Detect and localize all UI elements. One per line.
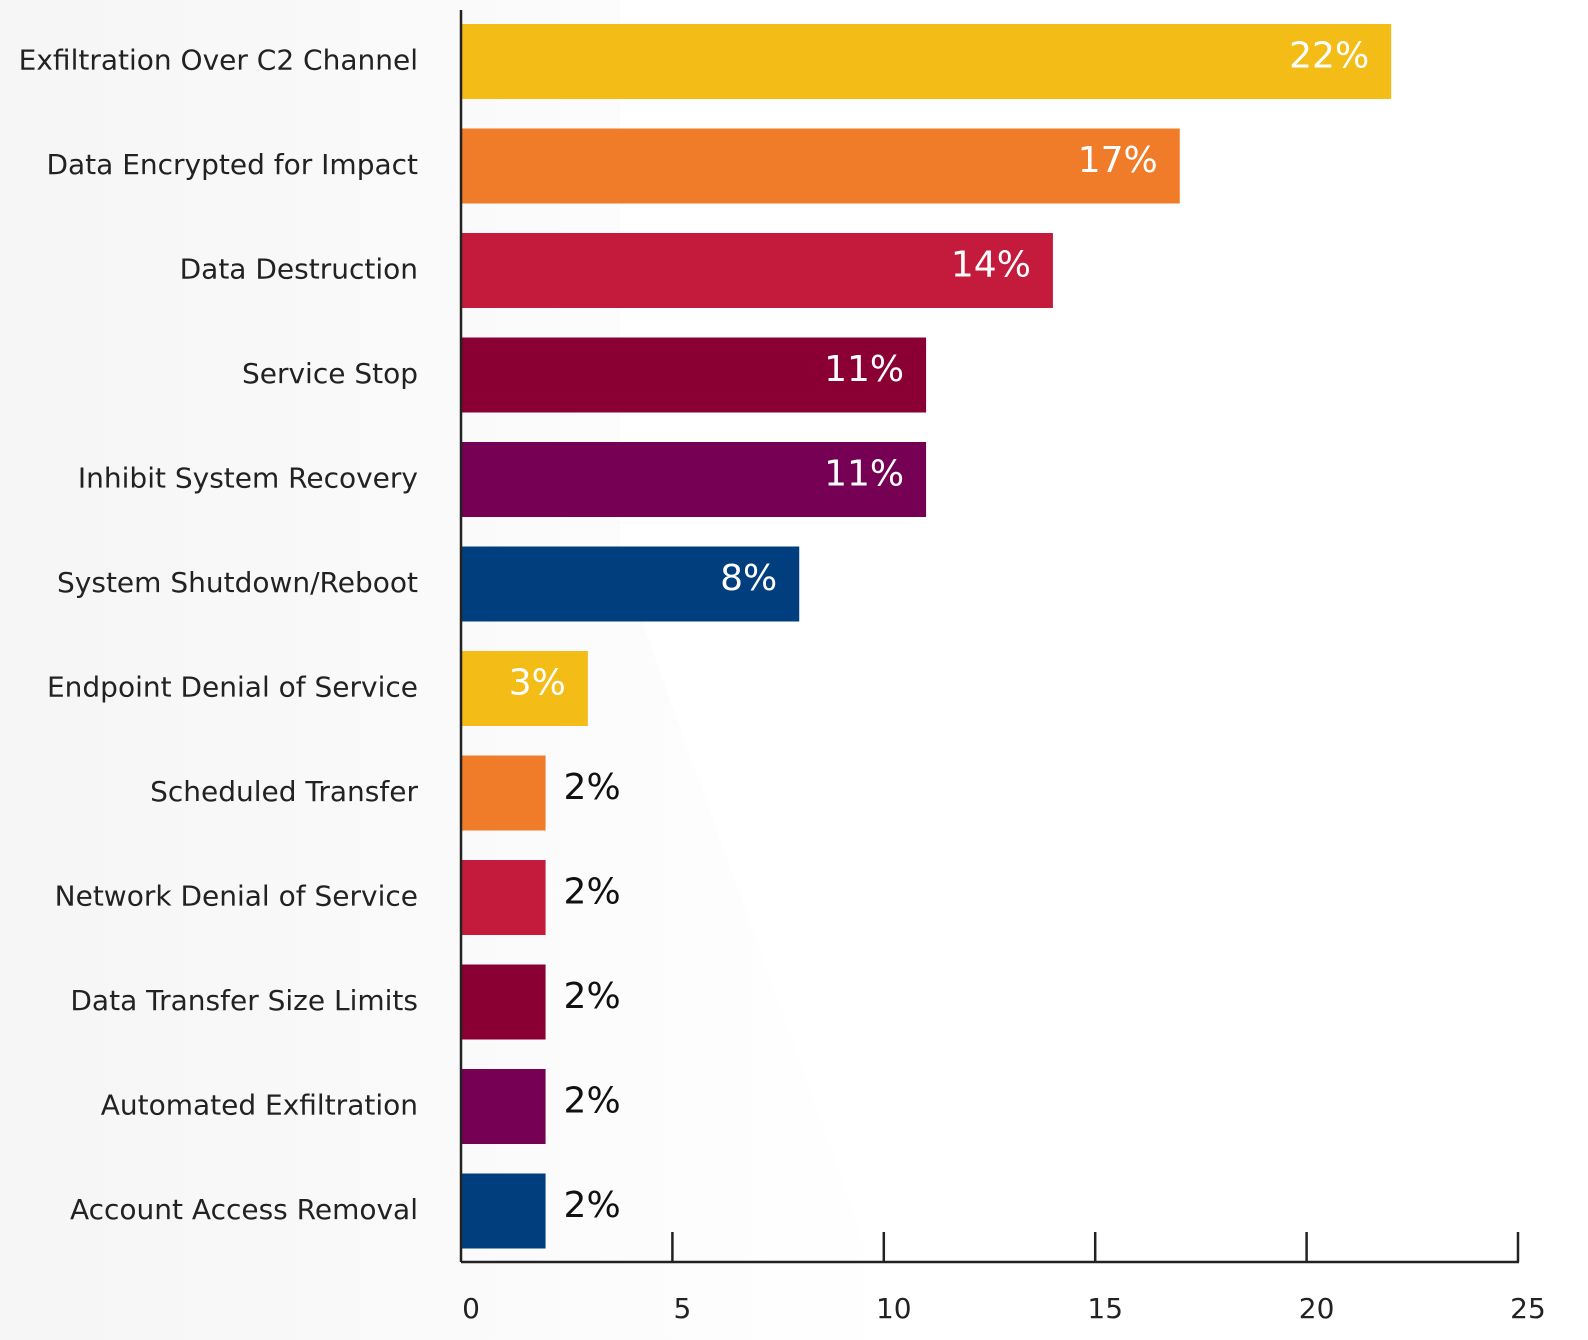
value-label: 14% <box>951 245 1031 286</box>
category-label: Service Stop <box>242 357 418 390</box>
category-label: Endpoint Denial of Service <box>47 671 418 704</box>
value-label: 8% <box>720 558 777 599</box>
value-label: 2% <box>564 976 621 1017</box>
bar <box>461 546 800 622</box>
bar <box>461 337 927 413</box>
bar <box>461 1069 546 1144</box>
value-label: 2% <box>564 767 621 808</box>
bar <box>461 860 546 935</box>
category-label: Exfiltration Over C2 Channel <box>19 44 418 77</box>
category-label: Network Denial of Service <box>55 880 418 913</box>
x-tick-label: 5 <box>673 1292 691 1325</box>
value-label: 2% <box>564 1081 621 1122</box>
bar <box>461 1173 546 1249</box>
bar <box>461 442 927 517</box>
value-label: 2% <box>564 872 621 913</box>
bar <box>461 755 546 831</box>
bar <box>461 651 588 726</box>
value-label: 17% <box>1078 140 1158 181</box>
category-label: Automated Exfiltration <box>101 1089 418 1122</box>
value-label: 11% <box>824 454 904 495</box>
category-label: Account Access Removal <box>70 1193 418 1226</box>
category-label: Data Destruction <box>180 253 418 286</box>
category-label: Scheduled Transfer <box>150 775 418 808</box>
background-shape <box>0 0 900 1340</box>
x-tick-label: 0 <box>462 1292 480 1325</box>
x-tick-label: 15 <box>1087 1292 1123 1325</box>
bar <box>461 233 1053 308</box>
bar <box>461 128 1180 204</box>
x-tick-label: 10 <box>876 1292 912 1325</box>
value-label: 22% <box>1289 36 1369 77</box>
category-label: System Shutdown/Reboot <box>57 566 418 599</box>
bar <box>461 964 546 1040</box>
x-tick-label: 20 <box>1299 1292 1335 1325</box>
value-label: 3% <box>509 663 566 704</box>
category-label: Data Transfer Size Limits <box>70 984 418 1017</box>
value-label: 2% <box>564 1185 621 1226</box>
category-label: Inhibit System Recovery <box>78 462 418 495</box>
x-tick-label: 25 <box>1510 1292 1546 1325</box>
category-label: Data Encrypted for Impact <box>46 148 418 181</box>
value-label: 11% <box>824 349 904 390</box>
bar <box>461 24 1392 99</box>
